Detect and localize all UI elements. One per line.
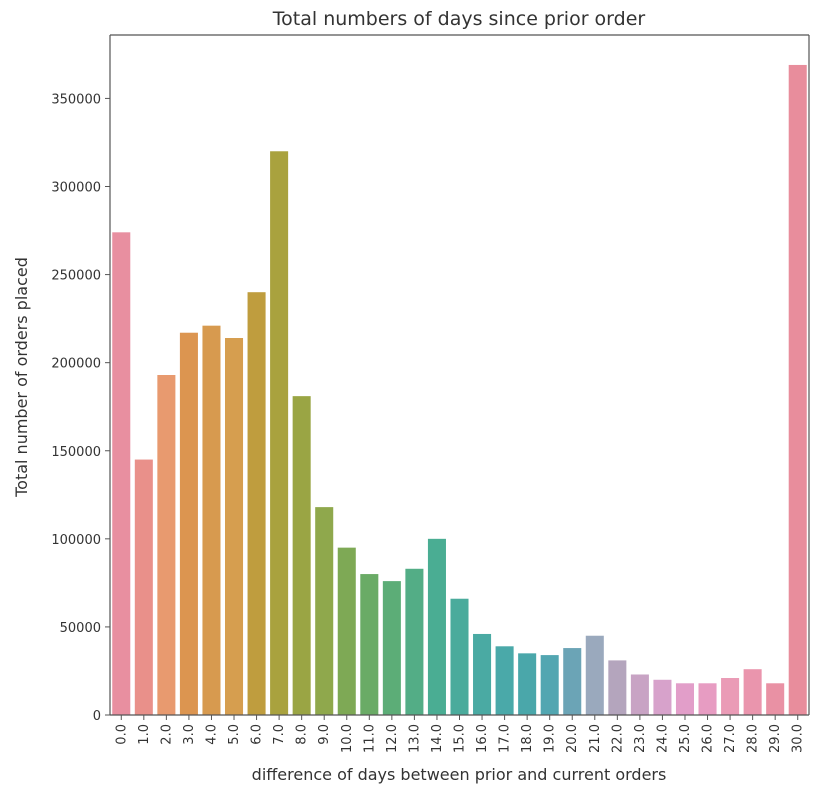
- x-tick-label: 30.0: [791, 724, 806, 753]
- x-tick-label: 10.0: [340, 724, 355, 753]
- bar-15.0: [450, 598, 469, 715]
- bar-17.0: [495, 646, 514, 715]
- x-tick-label: 13.0: [407, 724, 422, 753]
- x-tick-label: 4.0: [204, 724, 219, 745]
- x-tick-label: 23.0: [633, 724, 648, 753]
- y-tick-label: 50000: [60, 621, 101, 636]
- x-tick-label: 9.0: [317, 724, 332, 745]
- bar-25.0: [675, 683, 694, 715]
- x-tick-label: 1.0: [137, 724, 152, 745]
- x-tick-label: 3.0: [182, 724, 197, 745]
- bar-30.0: [788, 64, 807, 715]
- bar-4.0: [202, 325, 221, 715]
- bar-5.0: [225, 338, 244, 715]
- bar-16.0: [473, 633, 492, 715]
- x-tick-label: 25.0: [678, 724, 693, 753]
- bar-10.0: [337, 547, 356, 715]
- bar-3.0: [179, 332, 198, 715]
- bar-1.0: [134, 459, 153, 715]
- bar-7.0: [270, 151, 289, 715]
- bar-13.0: [405, 568, 424, 715]
- bar-22.0: [608, 660, 627, 715]
- y-tick-label: 0: [93, 709, 101, 724]
- bar-12.0: [382, 581, 401, 715]
- x-tick-label: 11.0: [362, 724, 377, 753]
- bar-0.0: [112, 232, 131, 715]
- bar-8.0: [292, 396, 311, 715]
- y-tick-label: 350000: [51, 92, 101, 107]
- y-tick-label: 150000: [51, 445, 101, 460]
- bar-2.0: [157, 375, 176, 715]
- x-tick-label: 0.0: [114, 724, 129, 745]
- x-tick-label: 20.0: [565, 724, 580, 753]
- x-tick-label: 8.0: [295, 724, 310, 745]
- x-axis: 0.0 1.0 2.0 3.0 4.0 5.0 6.0 7.0 8.0 9.0 10.0 11.0 12…: [114, 715, 806, 753]
- bar-14.0: [427, 538, 446, 715]
- bars-group: [112, 64, 807, 715]
- bar-29.0: [766, 683, 785, 715]
- bar-26.0: [698, 683, 717, 715]
- bar-19.0: [540, 655, 559, 715]
- x-tick-label: 15.0: [453, 724, 468, 753]
- bar-11.0: [360, 574, 379, 715]
- chart-title: Total numbers of days since prior order: [272, 8, 646, 30]
- y-tick-label: 200000: [51, 357, 101, 372]
- x-tick-label: 17.0: [498, 724, 513, 753]
- y-axis: 0 50000 100000 150000 200000 250000 300000 3500…: [51, 92, 110, 724]
- x-tick-label: 14.0: [430, 724, 445, 753]
- bar-20.0: [563, 648, 582, 715]
- x-tick-label: 12.0: [385, 724, 400, 753]
- y-tick-label: 250000: [51, 269, 101, 284]
- bar-21.0: [585, 635, 604, 715]
- x-axis-label: difference of days between prior and cur…: [252, 765, 667, 784]
- x-tick-label: 29.0: [768, 724, 783, 753]
- x-tick-label: 21.0: [588, 724, 603, 753]
- y-axis-label: Total number of orders placed: [12, 257, 31, 498]
- x-tick-label: 24.0: [655, 724, 670, 753]
- bar-24.0: [653, 679, 672, 715]
- bar-27.0: [721, 678, 740, 715]
- x-tick-label: 2.0: [159, 724, 174, 745]
- x-tick-label: 26.0: [701, 724, 716, 753]
- x-tick-label: 16.0: [475, 724, 490, 753]
- x-tick-label: 7.0: [272, 724, 287, 745]
- x-tick-label: 19.0: [543, 724, 558, 753]
- bar-6.0: [247, 292, 266, 715]
- y-tick-label: 100000: [51, 533, 101, 548]
- bar-9.0: [315, 507, 334, 715]
- x-tick-label: 28.0: [746, 724, 761, 753]
- x-tick-label: 27.0: [723, 724, 738, 753]
- y-tick-label: 300000: [51, 181, 101, 196]
- x-tick-label: 22.0: [610, 724, 625, 753]
- bar-23.0: [630, 674, 649, 715]
- x-tick-label: 18.0: [520, 724, 535, 753]
- x-tick-label: 6.0: [250, 724, 265, 745]
- bar-18.0: [518, 653, 537, 715]
- bar-28.0: [743, 669, 762, 715]
- x-tick-label: 5.0: [227, 724, 242, 745]
